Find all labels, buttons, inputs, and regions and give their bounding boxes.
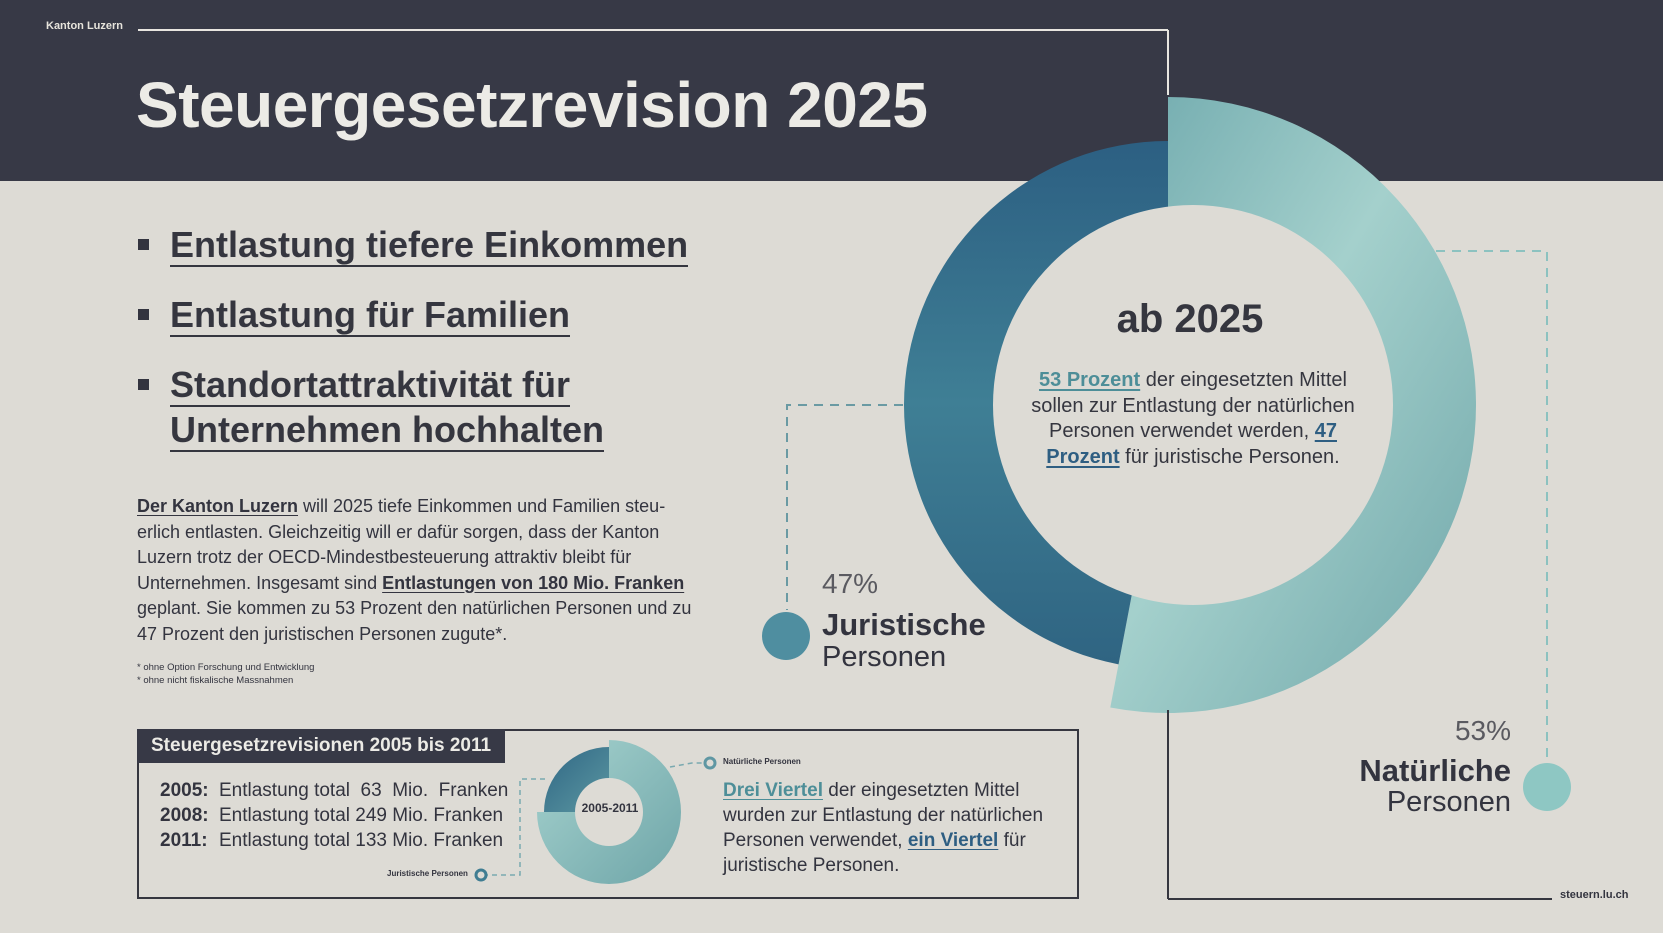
small-legend-juristische: Juristische Personen <box>387 869 468 878</box>
big-donut-center-title: ab 2025 <box>1116 297 1264 341</box>
nat-label-sub: Personen <box>1386 786 1511 818</box>
bullet-text: Unternehmen hochhalten <box>170 409 605 452</box>
list-item: 2011: Entlastung total 133 Mio. Franken <box>160 828 508 853</box>
intro-emphasis: Der Kanton Luzern <box>137 496 299 516</box>
revision-text: Entlastung total 249 Mio. Franken <box>219 805 504 826</box>
donut-hole <box>993 205 1393 605</box>
jur-percentage: 47% <box>822 568 879 599</box>
revision-year: 2008: <box>160 805 209 826</box>
revision-text: Entlastung total 63 Mio. Franken <box>219 780 509 801</box>
nat-marker <box>1523 763 1571 811</box>
footnote: * ohne Option Forschung und Entwicklung <box>137 662 315 673</box>
revision-list: 2005: Entlastung total 63 Mio. Franken 20… <box>160 778 508 853</box>
nat-percentage: 53% <box>1454 715 1511 746</box>
bullet-text: Entlastung für Familien <box>170 294 571 337</box>
small-jur-leader <box>487 778 545 876</box>
history-desc-text: für juristische Personen. <box>723 830 1026 876</box>
big-donut-description: 53 Prozent der eingesetzten Mittel solle… <box>1013 368 1373 470</box>
org-name: Kanton Luzern <box>46 20 123 32</box>
small-jur-marker <box>474 868 488 882</box>
highlight-53-prozent: 53 Prozent <box>1039 369 1141 391</box>
history-description: Drei Viertel der eingesetzten Mittel wur… <box>723 778 1063 878</box>
history-desc-text: der eingesetzten Mittel wurden zur Entla… <box>723 780 1044 851</box>
revision-text: Entlastung total 133 Mio. Franken <box>219 830 504 851</box>
highlight-47-prozent: 47 Prozent <box>1046 420 1337 468</box>
nat-label: Natürliche <box>1359 753 1511 788</box>
small-nat-leader <box>669 762 704 768</box>
revision-year: 2011: <box>160 830 208 851</box>
jur-label-sub: Personen <box>822 641 947 673</box>
jur-marker <box>762 612 810 660</box>
bullet-square-icon <box>138 379 149 390</box>
intro-paragraph: Der Kanton Luzern will 2025 tiefe Einkom… <box>137 494 702 647</box>
big-desc-text: der eingesetzten Mittel sollen zur Entla… <box>1031 369 1355 442</box>
highlight-ein-viertel: ein Viertel <box>907 830 999 851</box>
intro-text: geplant. Sie kommen zu 53 Prozent den na… <box>137 598 692 644</box>
history-box-title: Steuergesetzrevisionen 2005 bis 2011 <box>137 729 506 763</box>
small-nat-marker <box>703 756 717 770</box>
intro-text: will 2025 tiefe Einkommen und Familien s… <box>137 496 666 593</box>
footnote: * ohne nicht fiskalische Massnahmen <box>137 675 294 686</box>
nat-leader-line <box>1436 250 1548 762</box>
bullet-text: Entlastung tiefere Einkommen <box>170 224 689 267</box>
small-donut-hole <box>575 778 643 846</box>
intro-emphasis: Entlastungen von 180 Mio. Franken <box>382 572 685 593</box>
jur-label: Juristische <box>822 607 986 642</box>
big-donut-chart <box>903 97 1476 713</box>
small-donut-center-label: 2005-2011 <box>581 801 639 815</box>
website-link[interactable]: steuern.lu.ch <box>1560 889 1629 901</box>
jur-leader-line <box>786 404 903 610</box>
page-title: Steuergesetzrevision 2025 <box>136 69 928 141</box>
bullet-text: Standortattraktivität für <box>170 364 571 407</box>
highlight-drei-viertel: Drei Viertel <box>723 780 823 801</box>
bullet-square-icon <box>138 239 149 250</box>
list-item: 2005: Entlastung total 63 Mio. Franken <box>160 778 508 803</box>
list-item: 2008: Entlastung total 249 Mio. Franken <box>160 803 508 828</box>
bullet-square-icon <box>138 309 149 320</box>
small-donut-chart <box>537 740 681 884</box>
history-box <box>137 729 1079 899</box>
footnotes: * ohne Option Forschung und Entwicklung … <box>137 661 314 687</box>
revision-year: 2005: <box>160 780 209 801</box>
big-desc-text: für juristische Personen. <box>1119 445 1340 468</box>
small-legend-natuerliche: Natürliche Personen <box>723 757 801 766</box>
